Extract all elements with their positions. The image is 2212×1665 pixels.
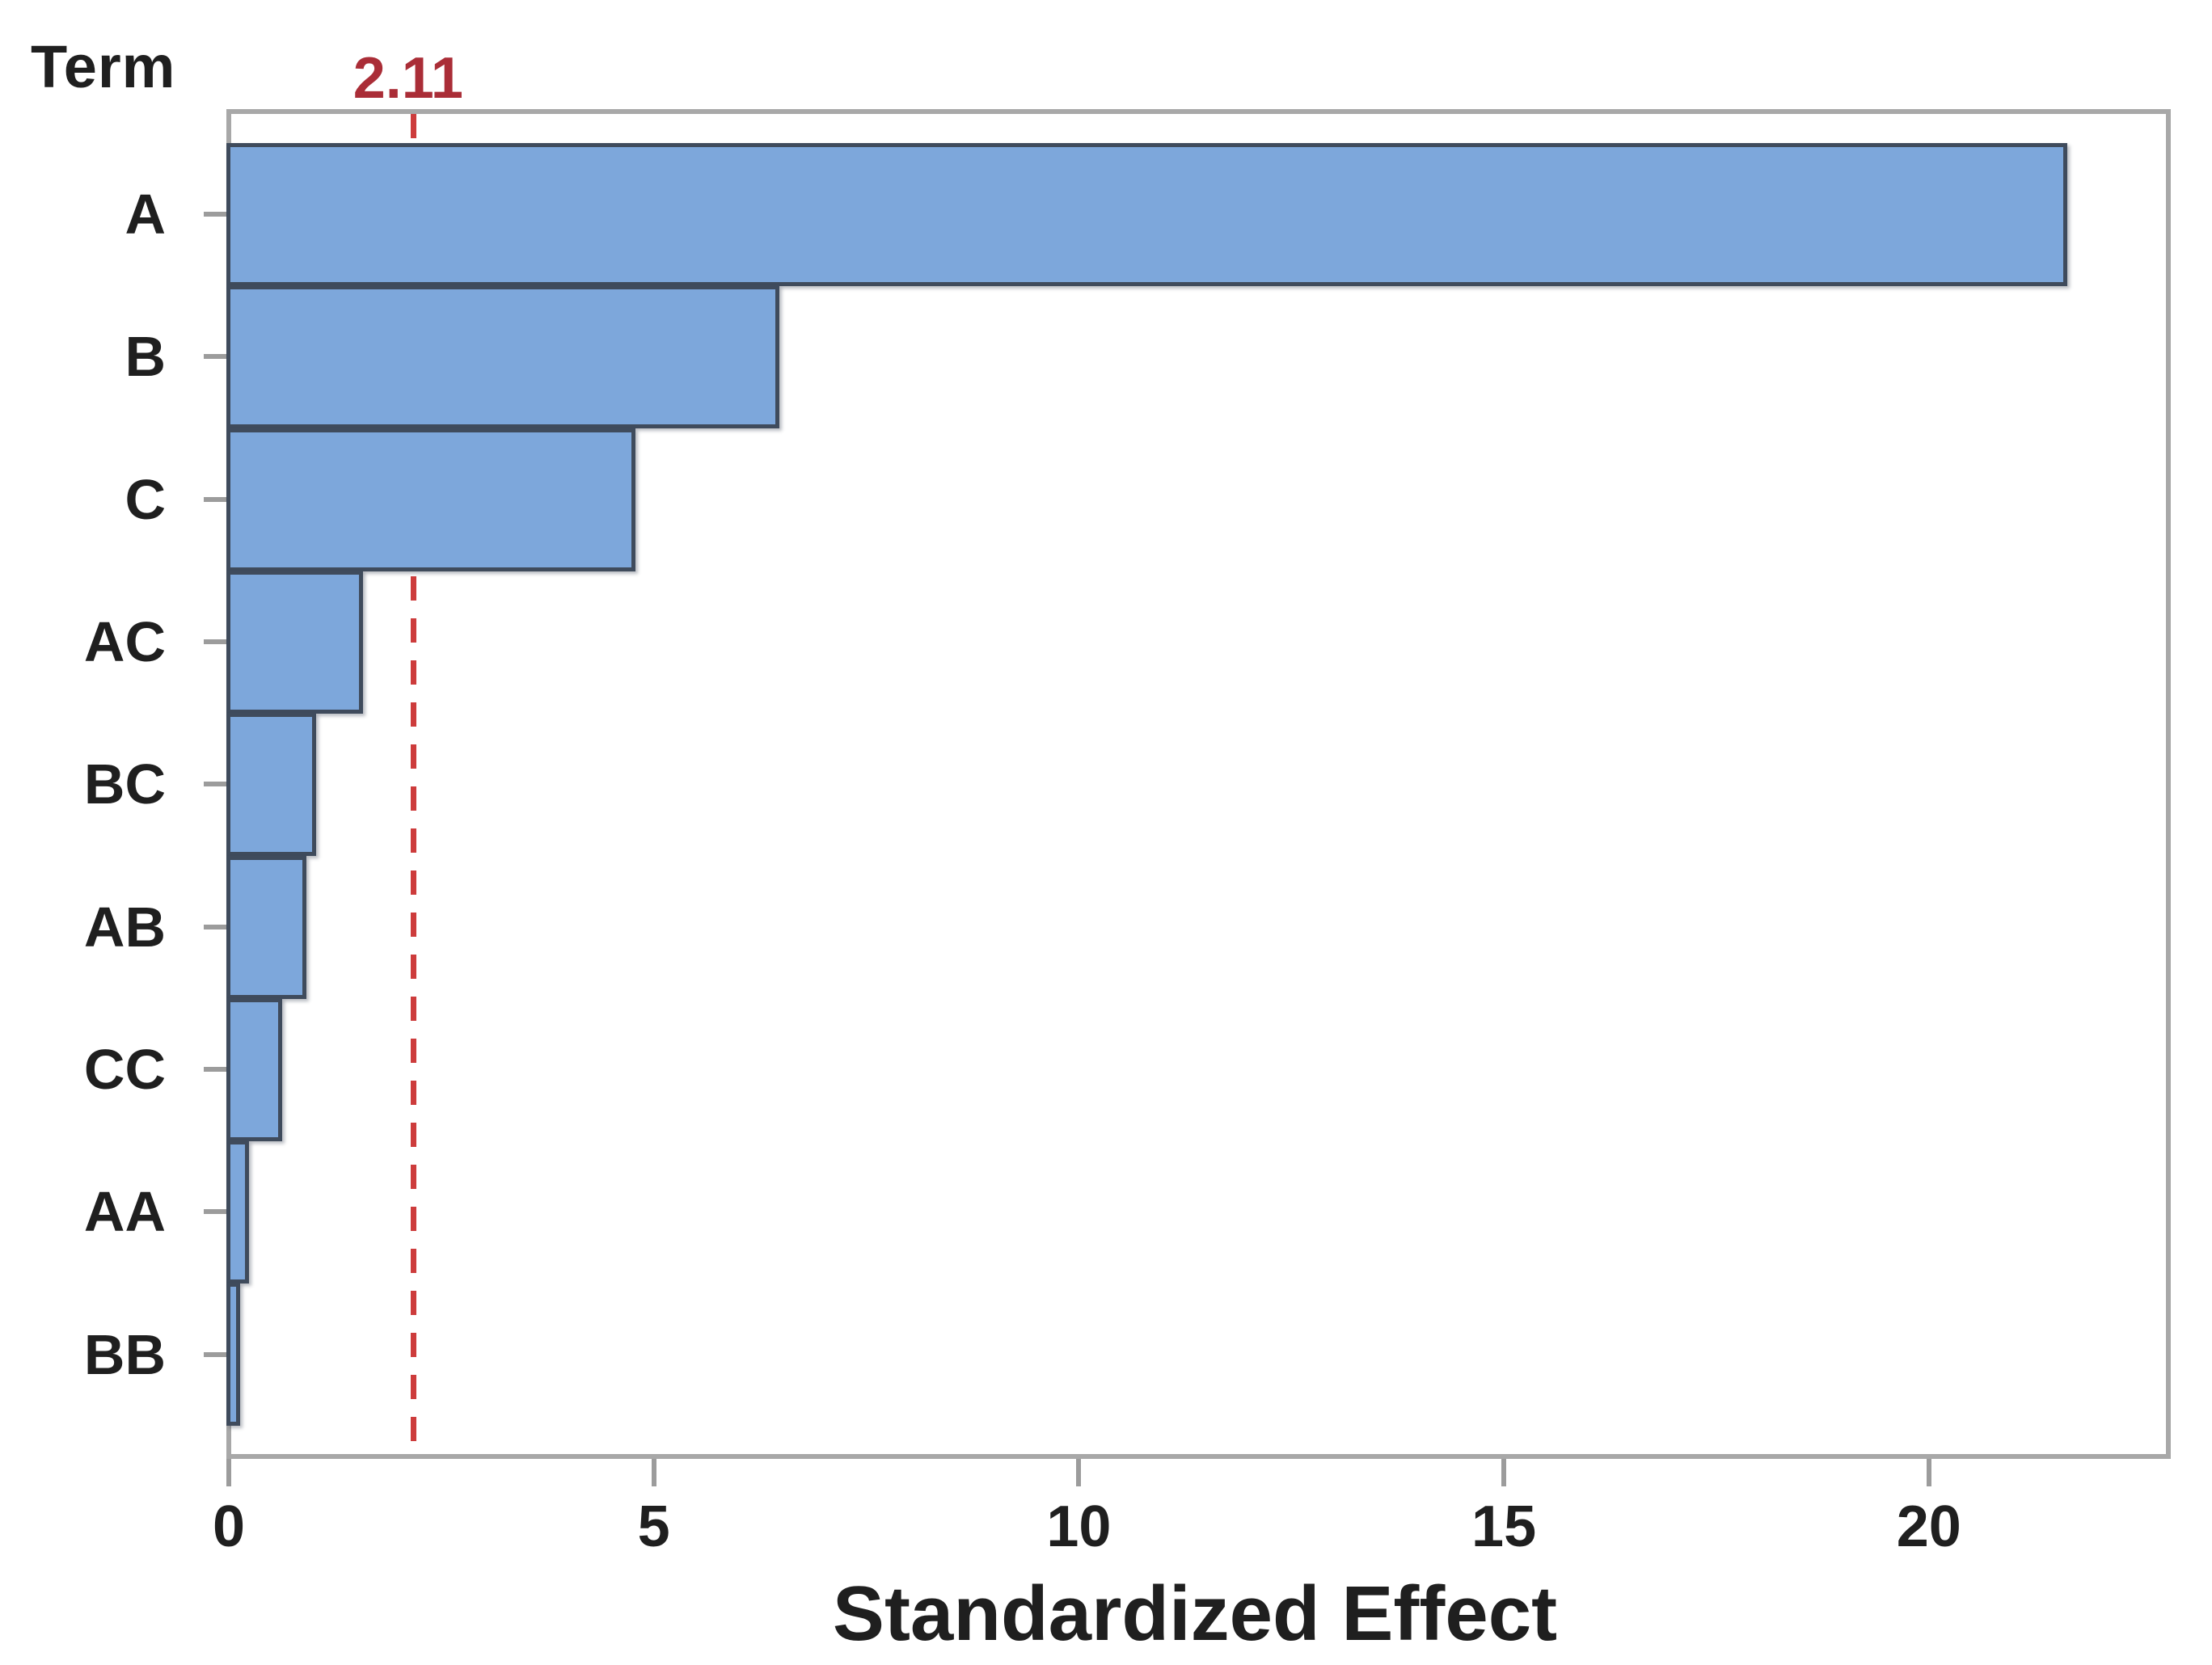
category-tick-A [204, 212, 226, 217]
category-tick-AA [204, 1209, 226, 1215]
bar-AB [226, 855, 306, 999]
x-tick-5 [651, 1459, 656, 1486]
category-tick-BB [204, 1351, 226, 1357]
category-tick-AC [204, 639, 226, 645]
x-axis-title: Standardized Effect [832, 1570, 1558, 1657]
category-label-AC: AC [83, 610, 166, 674]
category-label-BC: BC [83, 752, 166, 816]
category-tick-CC [204, 1066, 226, 1072]
category-tick-B [204, 354, 226, 360]
reference-line [410, 114, 416, 1454]
category-tick-AB [204, 924, 226, 929]
x-tick-0 [226, 1459, 231, 1486]
bar-A [226, 143, 2068, 286]
bar-CC [226, 997, 283, 1141]
x-tick-10 [1076, 1459, 1082, 1486]
x-tick-label-15: 15 [1471, 1494, 1537, 1559]
category-label-AA: AA [83, 1180, 166, 1244]
bar-C [226, 428, 636, 571]
category-tick-C [204, 496, 226, 502]
category-tick-BC [204, 782, 226, 787]
x-tick-20 [1926, 1459, 1931, 1486]
x-tick-label-20: 20 [1896, 1494, 1961, 1559]
bar-AA [226, 1140, 250, 1284]
y-axis-corner-label: Term [31, 33, 176, 100]
category-label-B: B [125, 325, 166, 389]
category-label-A: A [125, 183, 166, 247]
bar-BC [226, 713, 317, 857]
x-tick-label-5: 5 [637, 1494, 670, 1559]
bar-BB [226, 1283, 240, 1427]
plot-area [226, 109, 2171, 1459]
x-tick-15 [1501, 1459, 1507, 1486]
reference-line-label: 2.11 [352, 46, 463, 111]
category-label-C: C [125, 467, 166, 531]
bar-AC [226, 570, 363, 714]
category-label-CC: CC [83, 1037, 166, 1101]
x-tick-label-10: 10 [1046, 1494, 1112, 1559]
category-label-BB: BB [83, 1322, 166, 1386]
bar-B [226, 285, 780, 429]
x-tick-label-0: 0 [212, 1494, 246, 1559]
category-label-AB: AB [83, 895, 166, 959]
